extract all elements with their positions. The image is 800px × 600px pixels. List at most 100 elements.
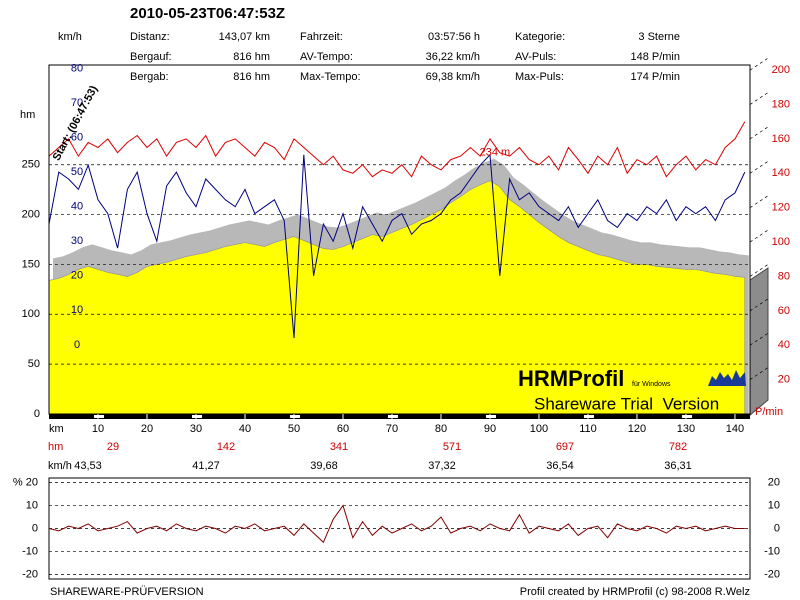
y2-tick-label: -20 [764, 568, 780, 580]
y-tick-label: 0 [34, 408, 40, 420]
row-value: 142 [217, 441, 235, 453]
x-tick-label: 50 [288, 423, 300, 435]
row-value: 43,53 [74, 460, 102, 472]
y2-tick-label: 20 [768, 476, 780, 488]
axis-strip-gap [485, 415, 496, 418]
stat-value: 69,38 km/h [426, 71, 480, 83]
y3-tick-label: 140 [772, 167, 790, 179]
y-tick-label: -10 [22, 545, 38, 557]
y-tick-label: % 20 [13, 476, 38, 488]
y2-axis-label: km/h [58, 31, 82, 43]
stat-value: 36,22 km/h [426, 51, 480, 63]
y2-tick-label: 20 [71, 270, 83, 282]
x-tick-label: 70 [386, 423, 398, 435]
y3-tick [749, 367, 769, 380]
footer-right: Profil created by HRMProfil (c) 98-2008 … [520, 586, 750, 598]
y3-tick-label: 200 [772, 64, 790, 76]
y3-tick-label: 120 [772, 202, 790, 214]
stat-value: 3 Sterne [638, 31, 680, 43]
side-lines [749, 57, 769, 380]
y3-tick-label: 180 [772, 98, 790, 110]
y3-tick [749, 161, 769, 174]
x-tick-label: 80 [435, 423, 447, 435]
row-label: hm [48, 441, 63, 453]
y3-tick-label: 20 [778, 374, 790, 386]
x-tick-label: 100 [530, 423, 548, 435]
y2-tick-label: 30 [71, 235, 83, 247]
y2-tick-label: 10 [71, 304, 83, 316]
title: 2010-05-23T06:47:53Z [130, 5, 285, 22]
x-tick-label: 30 [190, 423, 202, 435]
y3-tick [749, 264, 769, 277]
side-box [749, 267, 769, 417]
stat-label: Fahrzeit: [300, 31, 343, 43]
x-tick-label: 140 [726, 423, 744, 435]
x-tick-label: 110 [579, 423, 597, 435]
row-value: 41,27 [192, 460, 220, 472]
axis-strip-gap [387, 415, 398, 418]
axis-strip-gap [583, 415, 594, 418]
y3-tick [749, 57, 769, 71]
y3-tick [749, 195, 769, 208]
logo-icon [708, 370, 746, 386]
stat-label: Kategorie: [515, 31, 565, 43]
row-label: km/h [48, 460, 72, 472]
stat-label: Max-Puls: [515, 71, 564, 83]
y3-tick-label: 100 [772, 236, 790, 248]
row-value: 341 [330, 441, 348, 453]
row-value: 782 [669, 441, 687, 453]
row-value: 36,54 [546, 460, 574, 472]
y2-tick-label: 10 [768, 499, 780, 511]
y-tick-label: -20 [22, 568, 38, 580]
stat-label: Bergauf: [130, 51, 172, 63]
logo-trial: Shareware Trial Version [534, 394, 719, 413]
y2-tick-label: -10 [764, 545, 780, 557]
y3-tick [749, 92, 769, 105]
y3-tick [749, 298, 769, 312]
y2-tick-label: 50 [71, 166, 83, 178]
x-tick-label: 120 [628, 423, 646, 435]
logo-title: HRMProfil [518, 366, 624, 391]
y2-tick-label: 0 [774, 522, 780, 534]
stat-label: AV-Tempo: [300, 51, 353, 63]
y3-tick-label: 160 [772, 133, 790, 145]
y-tick-label: 100 [22, 308, 40, 320]
y-tick-label: 250 [22, 159, 40, 171]
x-tick-label: 10 [92, 423, 104, 435]
axis-strip [49, 414, 750, 419]
stat-value: 174 P/min [630, 71, 680, 83]
y3-tick [749, 332, 769, 346]
y-tick-label: 10 [26, 499, 38, 511]
y3-tick-label: 40 [778, 339, 790, 351]
logo-sub: für Windows [632, 381, 671, 388]
y-tick-label: 150 [22, 258, 40, 270]
x-tick-label: 130 [677, 423, 695, 435]
line [48, 504, 745, 544]
x-tick-label: 90 [484, 423, 496, 435]
row-value: 37,32 [428, 460, 456, 472]
row-value: 36,31 [664, 460, 692, 472]
row-value: 697 [556, 441, 574, 453]
altitude-area [48, 180, 746, 415]
axis-strip-gap [681, 415, 692, 418]
stat-label: Distanz: [130, 31, 170, 43]
axis-strip-gap [191, 415, 202, 418]
y-tick-label: 0 [32, 522, 38, 534]
line [48, 121, 746, 178]
row-value: 29 [107, 441, 119, 453]
line [48, 153, 746, 339]
y-axis-label: hm [20, 109, 35, 121]
y3-tick [749, 126, 769, 140]
annotation: 234 m [480, 147, 511, 159]
axis-strip-gap [289, 415, 300, 418]
y-tick-label: 50 [28, 358, 40, 370]
y3-axis-label: P/min [755, 406, 783, 418]
x-tick-label: 60 [337, 423, 349, 435]
y2-tick-label: 60 [71, 131, 83, 143]
stat-value: 03:57:56 h [428, 31, 480, 43]
row-value: 571 [443, 441, 461, 453]
y2-tick-label: 80 [71, 62, 83, 74]
x-tick-label: 20 [141, 423, 153, 435]
stat-value: 148 P/min [630, 51, 680, 63]
